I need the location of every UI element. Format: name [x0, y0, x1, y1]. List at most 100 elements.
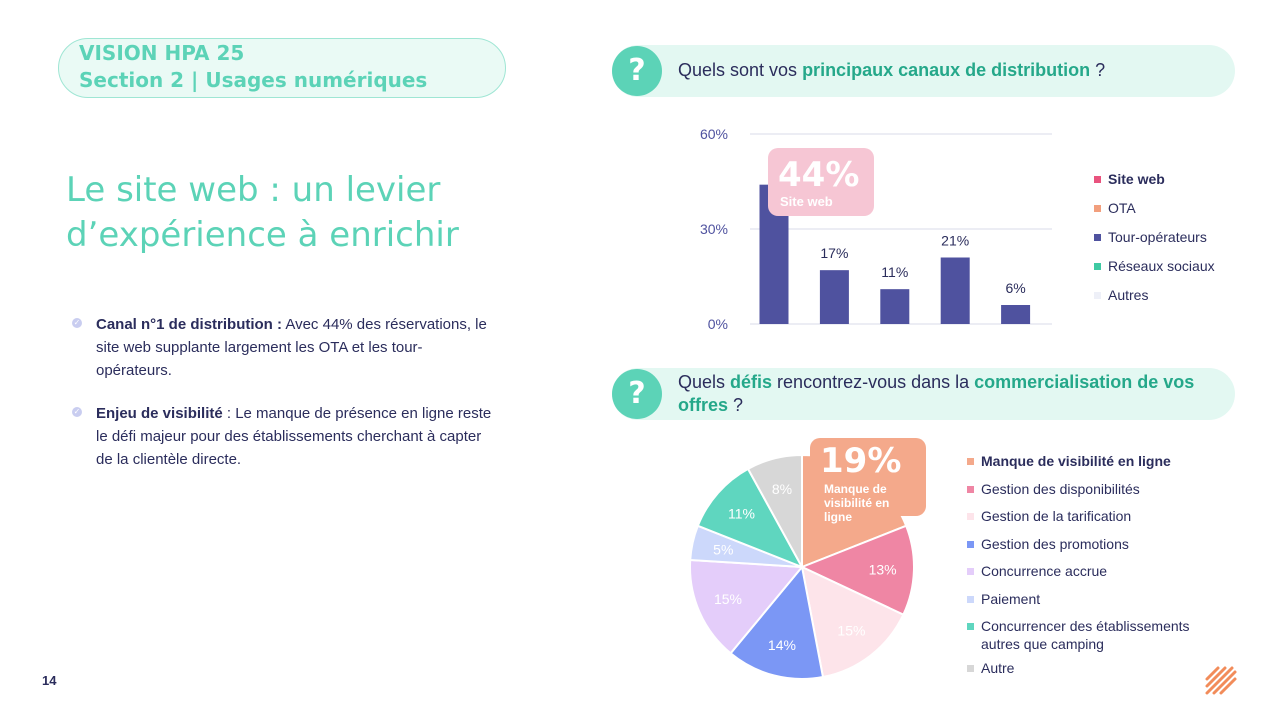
callout-1-value: 44%	[778, 155, 860, 195]
legend-swatch	[967, 623, 974, 630]
header-line-1: VISION HPA 25	[79, 41, 245, 65]
legend-swatch	[1094, 205, 1101, 212]
section-header-pill: VISION HPA 25 Section 2 | Usages numériq…	[58, 38, 506, 98]
legend-label: Paiement	[981, 590, 1041, 607]
bar	[880, 289, 910, 324]
pie-data-label: 15%	[714, 591, 742, 607]
question-2-post: ?	[728, 395, 744, 415]
legend-swatch	[967, 568, 974, 575]
legend-label: Manque de visibilité en ligne	[981, 453, 1171, 469]
bar-data-label: 6%	[1005, 280, 1025, 296]
question-2-pre: Quels	[678, 372, 731, 392]
y-tick-label: 0%	[708, 316, 728, 332]
legend-item: Gestion des promotions	[967, 535, 1217, 553]
legend-item: Site web	[1094, 170, 1165, 188]
question-1-post: ?	[1090, 60, 1106, 80]
question-mark-icon: ?	[612, 46, 662, 96]
legend-label: Tour-opérateurs	[1108, 229, 1207, 245]
pie-data-label: 15%	[837, 623, 865, 639]
legend-item: Tour-opérateurs	[1094, 228, 1207, 246]
legend-swatch	[1094, 292, 1101, 299]
question-mark-icon: ?	[612, 369, 662, 419]
question-1-text: Quels sont vos principaux canaux de dist…	[678, 59, 1105, 82]
legend-label: Autre	[981, 660, 1015, 676]
pie-slice	[689, 558, 805, 655]
callout-2-label: Manque de visibilité en ligne	[824, 482, 890, 524]
brand-logo-icon	[1205, 666, 1237, 695]
question-2-banner: ? Quels défis rencontrez-vous dans la co…	[612, 368, 1235, 420]
pie-chart-legend: Manque de visibilité en ligne Gestion des…	[967, 452, 1257, 682]
legend-label: Site web	[1108, 171, 1165, 187]
check-icon: ✓	[72, 407, 82, 417]
legend-label: Concurrencer des établissements autres q…	[981, 618, 1190, 652]
callout-2-value: 19%	[820, 441, 902, 481]
legend-item: Paiement	[967, 590, 1217, 608]
question-2-text: Quels défis rencontrez-vous dans la comm…	[678, 371, 1218, 417]
pie-data-label: 8%	[772, 481, 792, 497]
bar-data-label: 17%	[820, 245, 848, 261]
legend-swatch	[967, 540, 974, 548]
legend-swatch	[967, 595, 974, 603]
bullet-1-text: Avec 44% des réservations, le site web s…	[96, 316, 487, 379]
question-1-banner: ? Quels sont vos principaux canaux de di…	[612, 45, 1235, 97]
challenges-pie-chart: 13% 15% 14% 15% 5% 11% 8%	[689, 453, 915, 680]
legend-item: Gestion des disponibilités	[967, 480, 1217, 498]
legend-item: OTA	[1094, 199, 1136, 217]
callout-visibility: 19% Manque de visibilité en ligne	[810, 438, 926, 524]
legend-swatch	[967, 485, 974, 493]
pie-slice	[729, 564, 825, 680]
bar	[819, 270, 849, 324]
pie-slice	[746, 453, 803, 568]
page-title: Le site web : un levier d’expérience à e…	[66, 170, 459, 255]
legend-item: Concurrencer des établissements autres q…	[967, 617, 1217, 653]
bullet-2-text: : Le manque de présence en ligne reste l…	[96, 405, 492, 468]
question-2-bold-1: défis	[730, 372, 773, 392]
pie-slice	[696, 467, 805, 569]
legend-swatch	[1094, 176, 1101, 183]
pie-data-label: 14%	[768, 637, 796, 653]
bar-chart-legend: Site web OTA Tour-opérateurs Réseaux sociau…	[1094, 170, 1244, 310]
legend-item: Manque de visibilité en ligne	[967, 452, 1217, 470]
y-tick-label: 30%	[700, 221, 728, 237]
bar-data-label: 21%	[941, 233, 969, 249]
legend-label: Gestion des promotions	[981, 535, 1129, 552]
bar	[1001, 305, 1031, 324]
question-1-pre: Quels sont vos	[678, 60, 803, 80]
legend-item: Autre	[967, 659, 1217, 677]
callout-site-web: 44% Site web	[768, 148, 874, 216]
legend-item: Autres	[1094, 286, 1148, 304]
page-number: 14	[42, 673, 57, 688]
bullet-distribution: ✓ Canal n°1 de distribution : Avec 44% d…	[72, 313, 492, 382]
header-line-2: Section 2 | Usages numériques	[79, 68, 428, 92]
distribution-bar-chart: 0% 30% 60% 17% 11% 21% 6%	[700, 126, 1052, 332]
legend-label: OTA	[1108, 200, 1136, 216]
legend-label: Gestion de la tarification	[981, 508, 1132, 524]
pie-slice	[799, 524, 915, 617]
legend-item: Concurrence accrue	[967, 562, 1217, 580]
question-2-bold-2: commercialisation de vos offres	[678, 372, 1195, 415]
legend-item: Réseaux sociaux	[1094, 257, 1215, 275]
legend-label: Autres	[1108, 287, 1149, 303]
legend-swatch	[1094, 234, 1101, 241]
legend-swatch	[967, 458, 974, 465]
legend-swatch	[1094, 263, 1101, 270]
bullet-1-bold: Canal n°1 de distribution :	[96, 316, 283, 333]
check-icon: ✓	[72, 318, 82, 328]
legend-label: Réseaux sociaux	[1108, 258, 1215, 274]
bar	[940, 257, 970, 324]
question-2-mid: rencontrez-vous dans la	[772, 372, 975, 392]
legend-item: Gestion de la tarification	[967, 507, 1217, 525]
y-tick-label: 60%	[700, 126, 728, 142]
bar-data-label: 11%	[881, 264, 908, 280]
bullet-visibility: ✓ Enjeu de visibilité : Le manque de pré…	[72, 402, 492, 471]
pie-data-label: 11%	[728, 506, 755, 522]
bullet-2-bold: Enjeu de visibilité	[96, 405, 223, 422]
legend-label: Gestion des disponibilités	[981, 480, 1140, 497]
question-1-bold: principaux canaux de distribution	[802, 60, 1091, 80]
pie-data-label: 13%	[869, 562, 897, 578]
legend-swatch	[967, 665, 974, 672]
legend-swatch	[967, 513, 974, 520]
callout-1-label: Site web	[780, 194, 833, 209]
pie-slice	[800, 565, 905, 679]
pie-data-label: 5%	[713, 541, 733, 557]
